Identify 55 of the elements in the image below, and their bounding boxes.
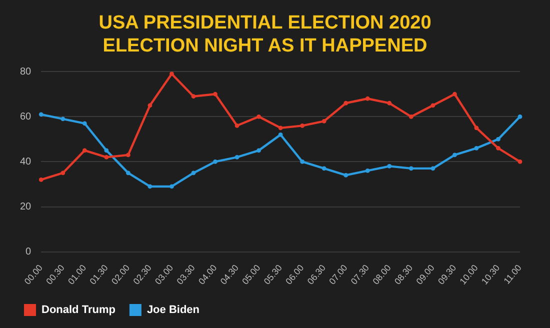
point <box>518 160 522 164</box>
point <box>496 136 500 142</box>
point <box>126 170 130 176</box>
point <box>213 160 218 164</box>
point <box>278 132 283 137</box>
point <box>408 114 414 119</box>
point <box>344 173 348 178</box>
point <box>256 148 261 153</box>
legend-label: Donald Trump <box>42 304 116 316</box>
point <box>496 146 500 150</box>
point <box>38 112 44 117</box>
point <box>518 114 522 119</box>
point <box>213 92 218 96</box>
point <box>170 72 174 76</box>
point <box>191 170 196 176</box>
y-tick-label: 60 <box>20 111 32 122</box>
point <box>126 152 130 158</box>
chart-subtitle: ELECTION NIGHT AS IT HAPPENED <box>102 35 428 56</box>
point <box>148 103 152 108</box>
point <box>474 126 479 130</box>
point <box>82 148 87 153</box>
point <box>38 178 44 182</box>
y-tick-label: 20 <box>20 202 32 213</box>
point <box>234 123 240 128</box>
point <box>60 170 66 176</box>
point <box>452 152 457 158</box>
point <box>452 92 457 96</box>
point <box>430 103 436 108</box>
y-tick-label: 0 <box>26 246 32 258</box>
chart-title: USA PRESIDENTIAL ELECTION 2020 <box>98 12 432 34</box>
y-tick-label: 40 <box>20 156 32 168</box>
point <box>104 155 109 160</box>
y-tick-label: 80 <box>20 66 32 78</box>
point <box>387 100 392 106</box>
legend-label: Joe Biden <box>146 304 200 316</box>
point <box>430 166 436 171</box>
point <box>322 166 326 171</box>
point <box>191 94 196 99</box>
point <box>365 96 370 101</box>
point <box>278 126 283 130</box>
point <box>300 160 305 164</box>
point <box>322 118 326 124</box>
point <box>60 116 66 122</box>
point <box>148 184 152 189</box>
point <box>170 184 174 189</box>
point <box>82 121 87 126</box>
point <box>344 100 348 106</box>
point <box>234 155 240 160</box>
point <box>104 148 109 153</box>
point <box>474 146 479 150</box>
point <box>256 114 261 119</box>
point <box>365 168 370 173</box>
point <box>408 166 414 171</box>
point <box>387 164 392 168</box>
point <box>300 123 305 128</box>
